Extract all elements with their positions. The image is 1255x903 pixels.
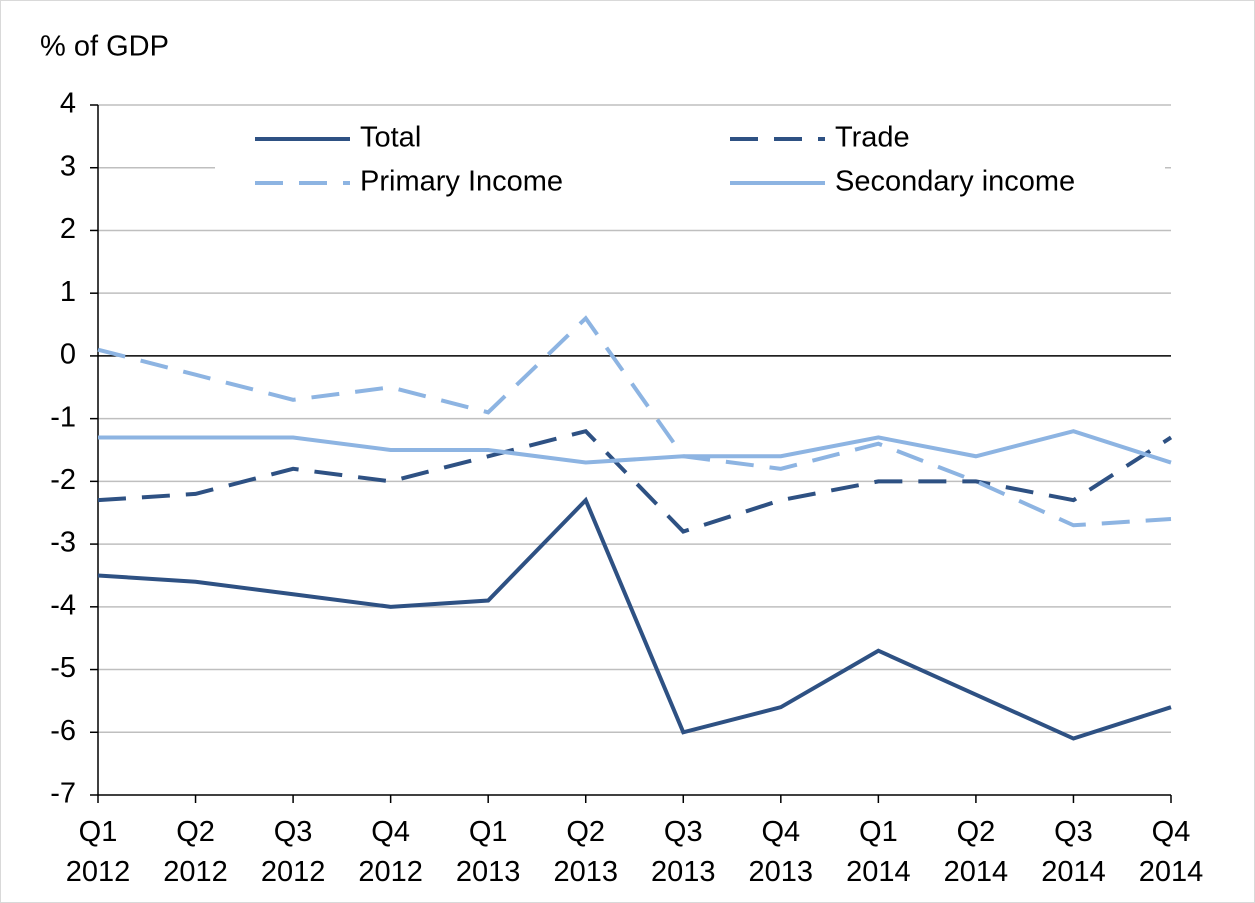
x-tick-label-line: Q2 xyxy=(957,816,996,848)
y-tick-label: -6 xyxy=(50,715,76,747)
y-tick-label: -2 xyxy=(50,464,76,496)
x-tick-label-line: Q3 xyxy=(1054,816,1093,848)
y-tick-label: 4 xyxy=(60,88,76,120)
y-tick-label: 3 xyxy=(60,150,76,182)
x-tick-label-line: 2012 xyxy=(66,856,131,888)
series-line xyxy=(97,496,1172,741)
y-tick-label: 0 xyxy=(60,339,76,371)
y-axis-label: % of GDP xyxy=(40,31,169,63)
legend-label: Trade xyxy=(835,122,910,154)
x-tick-label-line: Q1 xyxy=(859,816,898,848)
x-tick-label-line: 2014 xyxy=(1041,856,1106,888)
x-tick-label-line: Q2 xyxy=(176,816,215,848)
x-tick-label-line: Q4 xyxy=(761,816,800,848)
series-line xyxy=(97,428,1173,534)
x-tick-label-line: 2013 xyxy=(553,856,618,888)
x-tick-label: Q2 2013 xyxy=(553,816,618,888)
x-tick-label: Q1 2013 xyxy=(456,816,521,888)
legend-box xyxy=(215,115,1165,205)
x-tick-label-line: Q2 xyxy=(566,816,605,848)
series-line xyxy=(98,429,1172,465)
x-tick-label-line: 2012 xyxy=(163,856,228,888)
x-tick-label: Q1 2012 xyxy=(66,816,131,888)
x-tick-label-line: 2012 xyxy=(261,856,326,888)
x-tick-label-line: 2013 xyxy=(651,856,716,888)
x-tick-label: Q3 2013 xyxy=(651,816,716,888)
legend-label: Secondary income xyxy=(835,166,1075,198)
x-tick-label-line: Q1 xyxy=(79,816,118,848)
y-tick-label: -5 xyxy=(50,652,76,684)
x-tick-label-line: Q1 xyxy=(469,816,508,848)
legend-label: Total xyxy=(360,122,421,154)
x-tick-label-line: 2013 xyxy=(456,856,521,888)
x-tick-label-line: 2013 xyxy=(749,856,814,888)
y-tick-label: -7 xyxy=(50,778,76,810)
legend-label: Primary Income xyxy=(360,166,563,198)
x-tick-label-line: 2012 xyxy=(358,856,423,888)
x-tick-label-line: Q4 xyxy=(1152,816,1191,848)
x-tick-label: Q3 2014 xyxy=(1041,816,1106,888)
y-tick-label: -1 xyxy=(50,401,76,433)
x-tick-label-line: 2014 xyxy=(1139,856,1204,888)
y-tick-label: 1 xyxy=(60,276,76,308)
x-tick-label-line: Q3 xyxy=(274,816,313,848)
x-tick-label: Q1 2014 xyxy=(846,816,911,888)
x-tick-label-line: 2014 xyxy=(846,856,911,888)
x-tick-label: Q2 2014 xyxy=(944,816,1009,888)
x-tick-label: Q4 2012 xyxy=(358,816,423,888)
x-tick-label-line: Q4 xyxy=(371,816,410,848)
x-tick-label-line: Q3 xyxy=(664,816,703,848)
y-tick-label: 2 xyxy=(60,213,76,245)
x-tick-label: Q4 2013 xyxy=(749,816,814,888)
x-tick-label-line: 2014 xyxy=(944,856,1009,888)
x-tick-label: Q2 2012 xyxy=(163,816,228,888)
x-tick-label: Q3 2012 xyxy=(261,816,326,888)
y-tick-label: -3 xyxy=(50,527,76,559)
series-line xyxy=(97,315,1172,528)
y-tick-label: -4 xyxy=(50,589,76,621)
x-tick-label: Q4 2014 xyxy=(1139,816,1204,888)
